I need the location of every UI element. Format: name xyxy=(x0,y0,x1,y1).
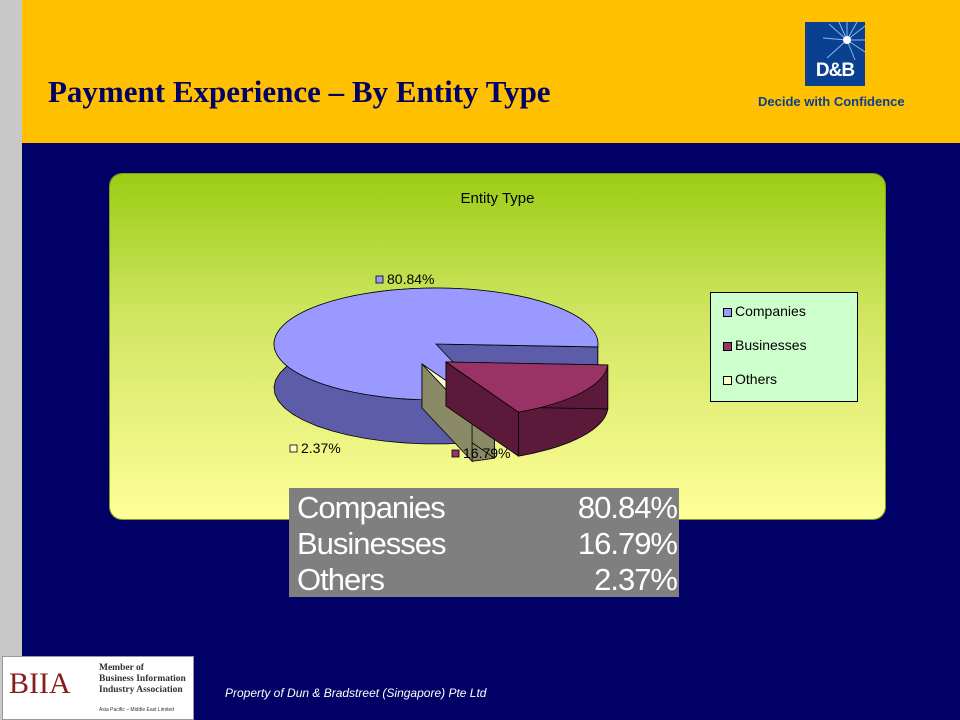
biia-line: Member of xyxy=(99,663,144,673)
pie-top-companies xyxy=(273,287,599,401)
row-value: 2.37% xyxy=(594,562,678,597)
dnb-logo: D&B xyxy=(805,22,865,86)
pie-top-businesses xyxy=(444,361,609,413)
row-value: 16.79% xyxy=(577,526,678,561)
legend-swatch-companies xyxy=(723,308,732,317)
data-label-companies: 80.84% xyxy=(375,271,434,287)
data-label-text: 2.37% xyxy=(301,440,341,456)
legend-swatch-others xyxy=(723,376,732,385)
legend-item-companies: Companies xyxy=(723,303,806,319)
row-name: Businesses xyxy=(297,526,447,561)
biia-text: Member of Business Information Industry … xyxy=(99,663,186,696)
left-strip xyxy=(0,0,22,720)
biia-mark: BIIA xyxy=(9,667,71,700)
row-value: 80.84% xyxy=(577,490,678,525)
summary-table: Companies 80.84% Businesses 16.79% Other… xyxy=(289,488,679,597)
data-label-businesses: 16.79% xyxy=(451,445,510,461)
slide-title: Payment Experience – By Entity Type xyxy=(48,74,551,109)
data-label-text: 16.79% xyxy=(463,445,510,461)
chart-title: Entity Type xyxy=(460,190,535,207)
biia-logo: BIIA Member of Business Information Indu… xyxy=(2,656,194,720)
data-label-swatch xyxy=(289,444,298,453)
logo-text: D&B xyxy=(815,60,855,81)
pie-slice-businesses xyxy=(444,361,609,457)
biia-sub: Asia Pacific – Middle East Limited xyxy=(99,707,175,713)
table-row: Businesses 16.79% xyxy=(297,526,678,562)
slide-header: Payment Experience – By Entity Type D&B … xyxy=(22,0,960,143)
legend-item-others: Others xyxy=(723,371,778,387)
legend-label: Businesses xyxy=(735,337,807,353)
legend-item-businesses: Businesses xyxy=(723,337,807,353)
pie-chart: 80.84% 16.79% 2.37% xyxy=(273,271,609,463)
table-row: Others 2.37% xyxy=(297,562,678,597)
data-label-text: 80.84% xyxy=(387,271,434,287)
chart-panel: Entity Type 80.84% 16.79% 2.37% Companies … xyxy=(110,174,885,519)
data-label-others: 2.37% xyxy=(289,440,341,456)
starburst-icon xyxy=(822,22,865,61)
legend-label: Companies xyxy=(735,303,806,319)
table-row: Companies 80.84% xyxy=(297,490,678,526)
data-label-swatch xyxy=(451,449,460,458)
legend-swatch-businesses xyxy=(723,342,732,351)
biia-line: Industry Association xyxy=(99,685,183,695)
data-label-swatch xyxy=(375,275,384,284)
row-name: Companies xyxy=(297,490,446,525)
row-name: Others xyxy=(297,562,385,597)
biia-line: Business Information xyxy=(99,674,186,684)
footer-text: Property of Dun & Bradstreet (Singapore)… xyxy=(225,686,487,700)
legend-label: Others xyxy=(735,371,778,387)
chart-legend: Companies Businesses Others xyxy=(710,292,858,402)
tagline: Decide with Confidence xyxy=(758,94,905,109)
